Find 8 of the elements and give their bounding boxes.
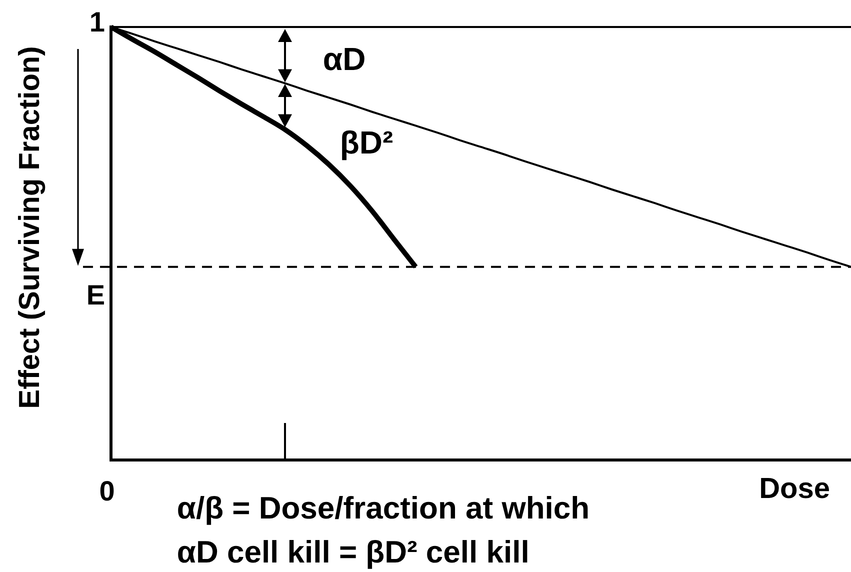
text: α/β = Dose/fraction at which αD cell kill = βD² cell kill (176, 490, 590, 570)
annotation: αD (322, 40, 366, 77)
ref-line-label: E (86, 280, 105, 311)
text: 0 (99, 476, 115, 507)
x-axis-title: Dose (759, 473, 830, 505)
ref-line-label: 1 (89, 6, 105, 38)
annotation: βD² (340, 124, 394, 160)
y-axis-title: Effect (Surviving Fraction) (14, 46, 46, 409)
